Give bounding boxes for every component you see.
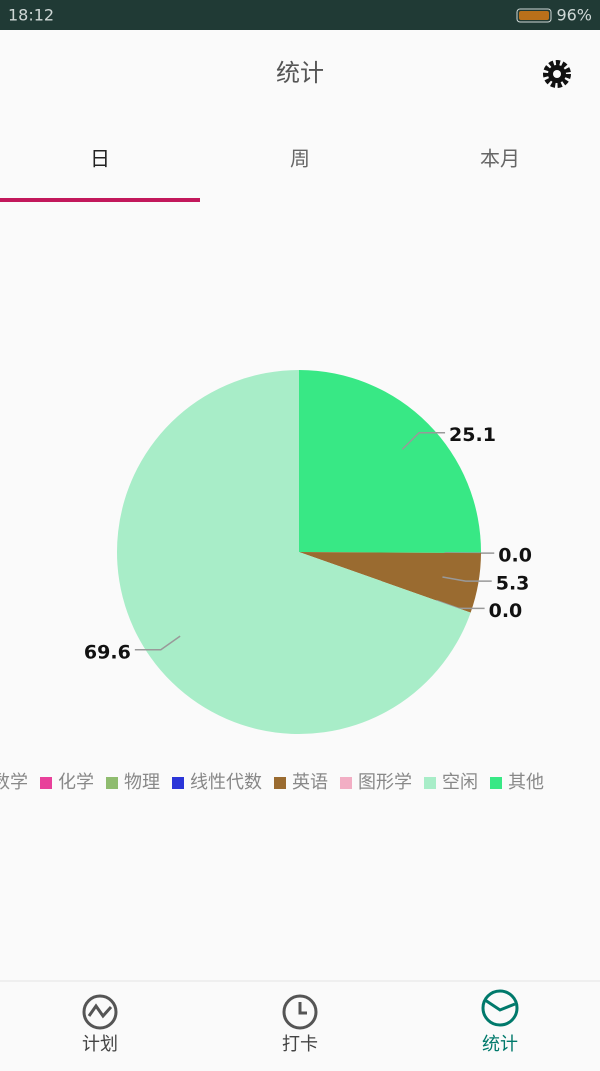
legend-swatch	[490, 777, 502, 789]
status-time: 18:12	[8, 6, 54, 25]
value-label: 25.1	[449, 424, 496, 446]
legend-swatch	[424, 777, 436, 789]
value-label: 0.0	[498, 545, 532, 567]
legend-swatch	[106, 777, 118, 789]
legend-label: 数学	[0, 772, 28, 793]
gear-hole	[553, 70, 561, 78]
tab[interactable]: 周	[290, 147, 310, 171]
legend-label: 其他	[508, 772, 544, 793]
status-bar	[0, 0, 600, 30]
pie-slice	[299, 370, 481, 553]
legend-label: 英语	[292, 772, 328, 793]
tab[interactable]: 本月	[480, 147, 520, 171]
legend-swatch	[274, 777, 286, 789]
battery-fill	[519, 11, 549, 20]
legend-label: 图形学	[358, 772, 412, 793]
legend-swatch	[40, 777, 52, 789]
nav-label[interactable]: 打卡	[282, 1034, 318, 1055]
value-label: 69.6	[84, 641, 131, 663]
status-battery: 96%	[556, 6, 592, 25]
value-label: 5.3	[496, 573, 530, 595]
nav-label[interactable]: 计划	[82, 1034, 118, 1055]
tab-indicator	[0, 198, 200, 202]
nav-label[interactable]: 统计	[482, 1034, 518, 1055]
legend-label: 化学	[58, 772, 94, 793]
legend-swatch	[340, 777, 352, 789]
legend-label: 物理	[124, 772, 160, 793]
header-title: 统计	[276, 59, 324, 87]
settings-button[interactable]	[546, 63, 568, 85]
legend-swatch	[172, 777, 184, 789]
value-label: 0.0	[489, 600, 523, 622]
legend-label: 空闲	[442, 772, 478, 793]
legend-label: 线性代数	[190, 772, 262, 793]
tab[interactable]: 日	[90, 147, 110, 171]
